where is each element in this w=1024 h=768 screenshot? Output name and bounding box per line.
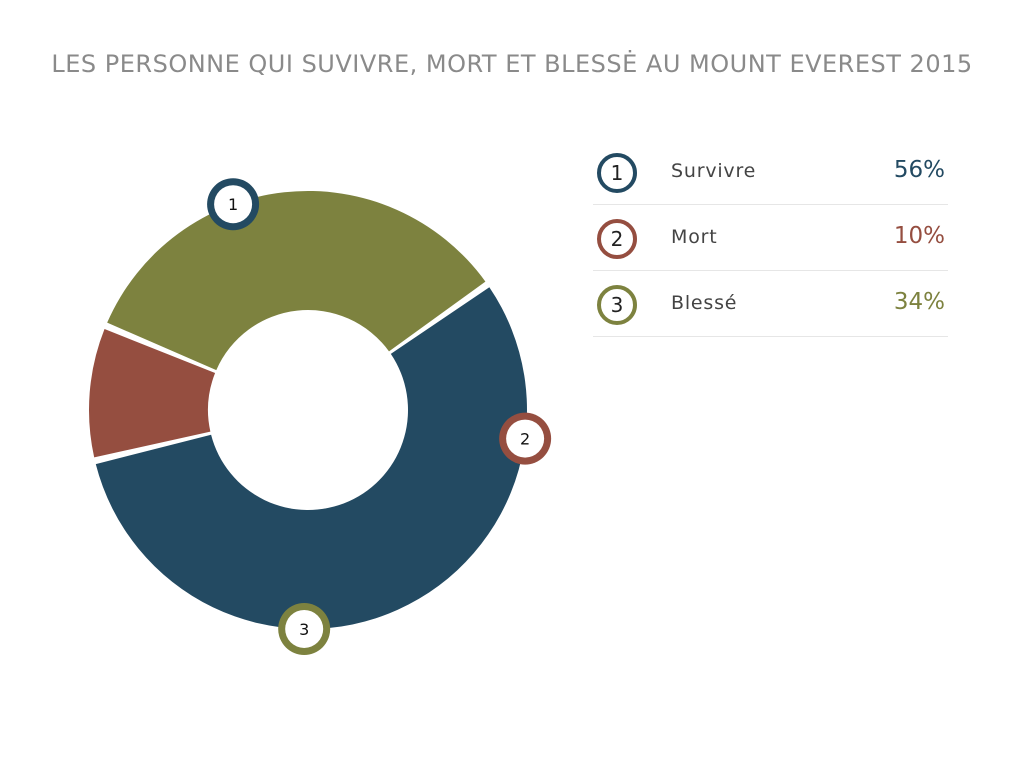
legend-item-blesse: 3 Blessé 34% (593, 271, 948, 337)
legend-label-mort: Mort (671, 226, 718, 248)
slice-marker-face-2 (506, 419, 545, 458)
legend-value-blesse: 34% (893, 289, 945, 315)
slice-marker-label-2: 2 (520, 430, 530, 449)
legend-value-survivre: 56% (893, 157, 945, 183)
donut-slice-2 (89, 329, 216, 458)
donut-slice-3 (107, 191, 486, 371)
slice-marker-3: 3 (278, 602, 331, 655)
chart-legend: 1 Survivre 56% 2 Mort 10% 3 Blessé 34% (593, 139, 948, 337)
slice-marker-2: 2 (499, 412, 552, 465)
chart-title: LES PERSONNE QUI SUVIVRE, MORT ET BLESSĖ… (51, 50, 973, 78)
slice-marker-1: 1 (207, 178, 260, 231)
slice-marker-face-1 (214, 185, 253, 224)
legend-item-mort: 2 Mort 10% (593, 205, 948, 271)
slice-marker-label-3: 3 (299, 620, 309, 639)
legend-marker-3: 3 (597, 285, 637, 325)
legend-marker-1: 1 (597, 153, 637, 193)
slice-marker-label-1: 1 (228, 195, 238, 214)
slice-marker-face-3 (285, 609, 324, 648)
legend-label-survivre: Survivre (671, 160, 757, 182)
legend-value-mort: 10% (893, 223, 945, 249)
donut-slice-1 (95, 287, 527, 629)
legend-marker-2: 2 (597, 219, 637, 259)
legend-item-survivre: 1 Survivre 56% (593, 139, 948, 205)
legend-label-blesse: Blessé (671, 292, 738, 314)
